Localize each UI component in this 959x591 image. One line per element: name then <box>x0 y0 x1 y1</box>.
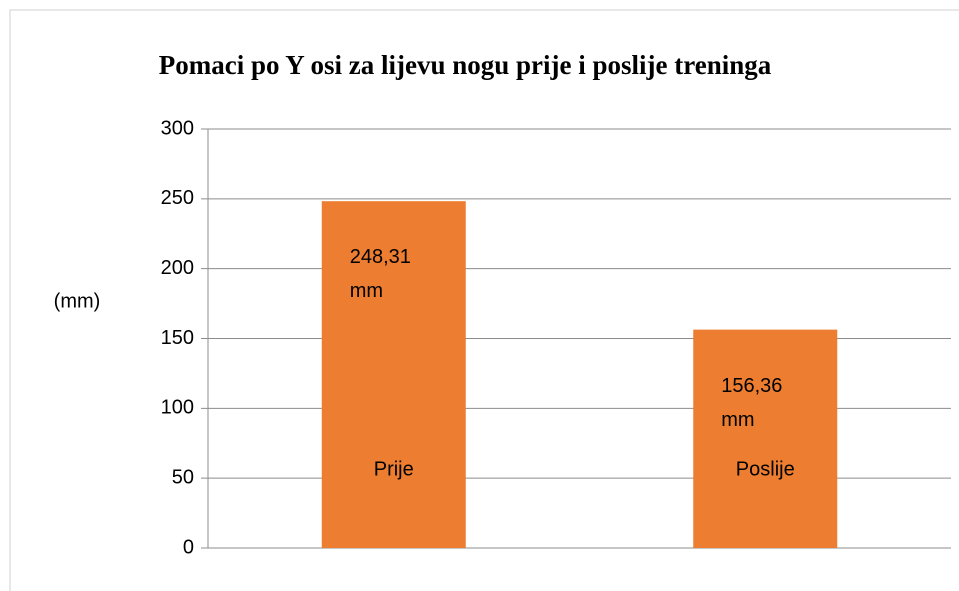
y-axis-label: (mm) <box>54 290 101 312</box>
y-tick-label: 150 <box>161 327 194 349</box>
y-tick-label: 250 <box>161 187 194 209</box>
chart-border <box>9 9 959 591</box>
y-tick-label: 0 <box>183 536 194 558</box>
y-tick-label: 200 <box>161 257 194 279</box>
data-label: 248,31 mm <box>349 246 411 303</box>
x-tick-label: Prije <box>374 458 414 480</box>
y-tick-label: 300 <box>161 117 194 139</box>
chart-title: Pomaci po Y osi za lijevu nogu prije i p… <box>159 50 772 80</box>
y-tick-label: 100 <box>161 397 194 419</box>
bar <box>693 329 838 548</box>
bar <box>321 201 466 548</box>
x-tick-label: Poslije <box>736 458 795 480</box>
y-tick-label: 50 <box>172 466 194 488</box>
data-label: 156,36 mm <box>721 374 783 431</box>
